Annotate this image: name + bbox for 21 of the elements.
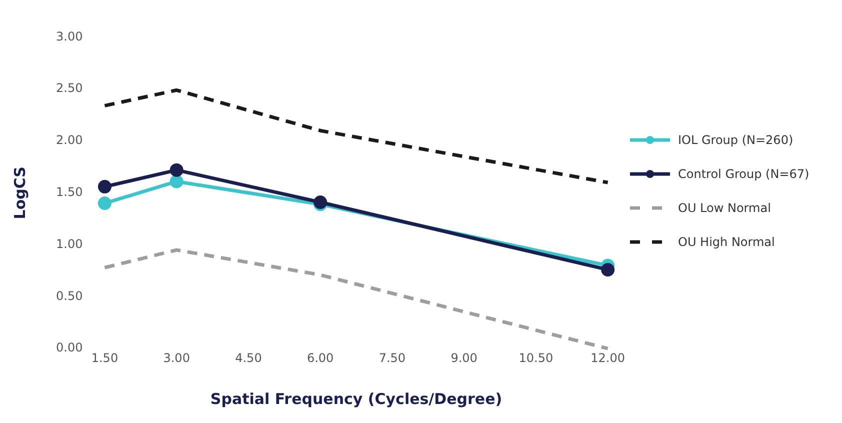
y-tick-label: 0.50	[56, 288, 83, 303]
y-tick-label: 1.50	[56, 185, 83, 200]
y-tick-label: 2.00	[56, 133, 83, 148]
x-tick-label: 12.00	[590, 350, 626, 365]
y-tick-label: 0.00	[56, 340, 83, 355]
x-tick-label: 3.00	[163, 350, 190, 365]
x-tick-label: 9.00	[450, 350, 478, 365]
x-tick-label: 7.50	[378, 350, 406, 365]
y-tick-label: 3.00	[56, 29, 83, 44]
y-tick-label: 1.00	[56, 236, 83, 251]
x-tick-label: 4.50	[235, 350, 262, 365]
legend-label: IOL Group (N=260)	[678, 132, 794, 146]
legend-label: OU High Normal	[678, 234, 775, 248]
legend-label: Control Group (N=67)	[678, 166, 810, 180]
x-tick-label: 10.50	[518, 350, 554, 365]
y-axis-title: LogCS	[10, 166, 29, 220]
x-tick-label: 6.00	[306, 350, 334, 365]
legend-label: OU Low Normal	[678, 200, 771, 214]
x-tick-label: 1.50	[91, 350, 118, 365]
y-tick-label: 2.50	[56, 81, 83, 96]
x-axis-title: Spatial Frequency (Cycles/Degree)	[210, 390, 502, 408]
